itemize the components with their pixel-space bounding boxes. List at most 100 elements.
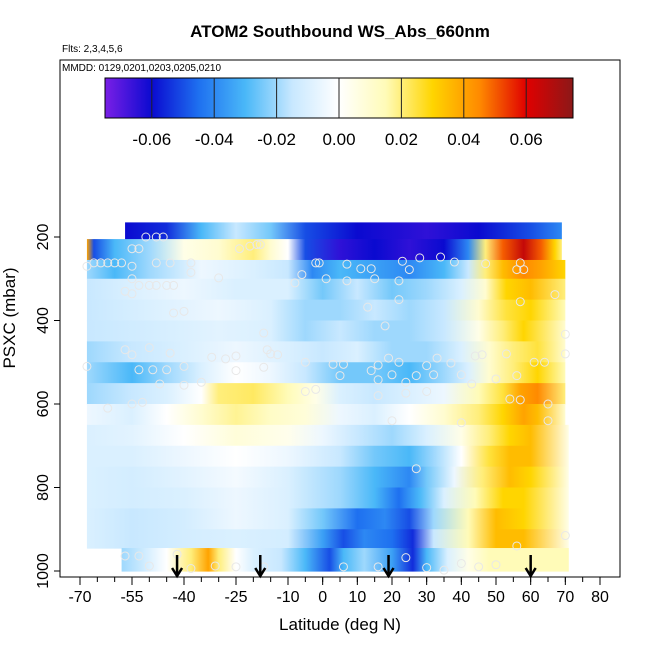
sample-point xyxy=(397,256,407,266)
sample-point xyxy=(439,565,449,575)
chart-title: ATOM2 Southbound WS_Abs_660nm xyxy=(190,22,490,41)
sample-point xyxy=(401,553,411,563)
latitude-arrow xyxy=(382,555,395,579)
sample-point xyxy=(436,252,446,262)
sample-point xyxy=(186,267,196,277)
sample-point xyxy=(401,388,411,398)
sample-point xyxy=(162,280,172,290)
sample-point xyxy=(512,371,522,381)
x-tick-label: -10 xyxy=(276,589,299,606)
flights-note: Flts: 2,3,4,5,6 xyxy=(62,44,123,55)
sample-point xyxy=(300,357,310,367)
sample-point xyxy=(540,357,550,367)
sample-point xyxy=(373,562,383,572)
sample-point xyxy=(456,418,466,428)
sample-point xyxy=(273,350,283,360)
sample-point xyxy=(144,561,154,571)
latitude-arrow xyxy=(171,555,184,579)
x-tick-label: 80 xyxy=(591,589,609,606)
sample-point xyxy=(422,563,432,573)
sample-point xyxy=(550,290,560,300)
sample-point xyxy=(477,350,487,360)
y-axis: 200 400 600 800 1000 xyxy=(35,224,60,589)
x-tick-label: 50 xyxy=(487,589,505,606)
sample-point xyxy=(512,265,522,275)
sample-point xyxy=(373,375,383,385)
sample-point xyxy=(137,397,147,407)
sample-point xyxy=(110,258,120,268)
sample-point xyxy=(311,258,321,268)
sample-point xyxy=(134,365,144,375)
heatmap-band xyxy=(86,383,566,405)
sample-point xyxy=(515,297,525,307)
sample-point xyxy=(169,280,179,290)
sample-point xyxy=(134,280,144,290)
sample-points xyxy=(82,232,570,575)
sample-point xyxy=(127,289,137,299)
sample-point xyxy=(259,328,269,338)
sample-point xyxy=(144,280,154,290)
sample-point xyxy=(179,306,189,316)
sample-point xyxy=(505,394,515,404)
colorbar-tick-label: 0.02 xyxy=(385,130,418,149)
heatmap-band xyxy=(86,404,566,426)
sample-point xyxy=(411,371,421,381)
sample-point xyxy=(422,386,432,396)
latitude-arrow xyxy=(254,555,267,579)
sample-point xyxy=(151,258,161,268)
sample-point xyxy=(120,345,130,355)
sample-point xyxy=(519,265,529,275)
sample-point xyxy=(255,240,265,250)
sample-point xyxy=(234,244,244,254)
colorbar-tick-label: 0.04 xyxy=(447,130,480,149)
sample-point xyxy=(103,258,113,268)
sample-point xyxy=(560,329,570,339)
x-tick-label: 20 xyxy=(383,589,401,606)
latitude-arrow xyxy=(524,555,537,579)
heatmap-band xyxy=(86,445,569,468)
sample-point xyxy=(127,244,137,254)
sample-point xyxy=(401,377,411,387)
latitude-arrows xyxy=(171,555,537,579)
sample-point xyxy=(370,274,380,284)
sample-point xyxy=(155,379,165,389)
heatmap-band xyxy=(86,320,566,342)
colorbar-tick-label: 0.00 xyxy=(322,130,355,149)
x-axis-label: Latitude (deg N) xyxy=(279,615,401,634)
sample-point xyxy=(470,351,480,361)
sample-point xyxy=(141,232,151,242)
dates-note: MMDD: 0129,0201,0203,0205,0210 xyxy=(62,63,221,74)
sample-point xyxy=(314,258,324,268)
colorbar-tick-label: -0.06 xyxy=(132,130,171,149)
sample-point xyxy=(127,261,137,271)
sample-point xyxy=(252,240,262,250)
sample-point xyxy=(127,399,137,409)
sample-point xyxy=(380,321,390,331)
heatmap-band xyxy=(86,424,569,447)
x-tick-label: 30 xyxy=(418,589,436,606)
sample-point xyxy=(560,531,570,541)
sample-point xyxy=(169,308,179,318)
sample-point xyxy=(151,232,161,242)
sample-point xyxy=(474,562,484,572)
sample-point xyxy=(560,349,570,359)
heatmap-band xyxy=(121,548,569,572)
heatmap-band xyxy=(86,299,566,322)
sample-point xyxy=(543,416,553,426)
sample-point xyxy=(144,343,154,353)
sample-point xyxy=(311,384,321,394)
sample-point xyxy=(321,274,331,284)
heatmap-bands xyxy=(86,222,569,572)
heatmap-band xyxy=(86,239,562,261)
sample-point xyxy=(543,399,553,409)
x-axis: -70 -55 -40 -25 -10 0 10 20 30 40 50 60 70 80 xyxy=(68,577,609,606)
sample-point xyxy=(245,241,255,251)
x-tick-label: -70 xyxy=(68,589,91,606)
heatmap-band xyxy=(86,487,569,509)
sample-point xyxy=(501,349,511,359)
sample-point xyxy=(207,352,217,362)
y-tick-label: 600 xyxy=(35,391,52,418)
sample-point xyxy=(394,276,404,286)
sample-point xyxy=(335,371,345,381)
